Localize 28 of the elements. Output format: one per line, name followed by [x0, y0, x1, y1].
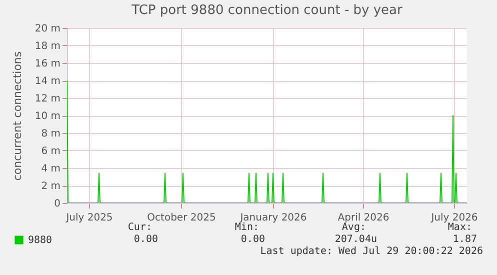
y-tick-label: 12 m — [34, 94, 60, 104]
y-tick-label: 18 m — [34, 41, 60, 52]
y-tick-label: 20 m — [34, 24, 60, 34]
text: 1.87 — [452, 234, 477, 245]
y-tick-label: 10 m — [34, 111, 60, 122]
y-axis-title: concurrent connections — [10, 51, 24, 181]
chart-title: TCP port 9880 connection count - by year — [130, 3, 403, 18]
text: Min: — [234, 222, 259, 233]
x-tick-label: July 2026 — [430, 212, 478, 224]
y-tick-label: 2 m — [41, 181, 60, 192]
x-tick-label: October 2025 — [147, 212, 216, 224]
y-tick-label: 0 — [54, 198, 60, 210]
x-tick-label: January 2026 — [239, 212, 307, 224]
y-tick-label: 6 m — [41, 146, 60, 157]
text: 0.00 — [134, 234, 158, 245]
text: 207.04u — [334, 234, 377, 245]
y-tick-label: 14 m — [34, 76, 60, 87]
y-tick-label: 16 m — [34, 58, 60, 70]
text: Max: — [448, 222, 472, 233]
y-tick-label: 8 m — [41, 128, 60, 140]
text: Cur: — [128, 222, 152, 233]
x-tick-label: April 2026 — [338, 212, 390, 224]
legend-label: 9880 — [28, 235, 52, 246]
text: Last update: Wed Jul 29 20:00:22 2026 — [260, 246, 483, 257]
y-tick-label: 4 m — [41, 164, 60, 174]
x-tick-label: July 2025 — [65, 212, 113, 224]
text: Avg: — [342, 222, 366, 233]
text: 0.00 — [240, 234, 265, 245]
